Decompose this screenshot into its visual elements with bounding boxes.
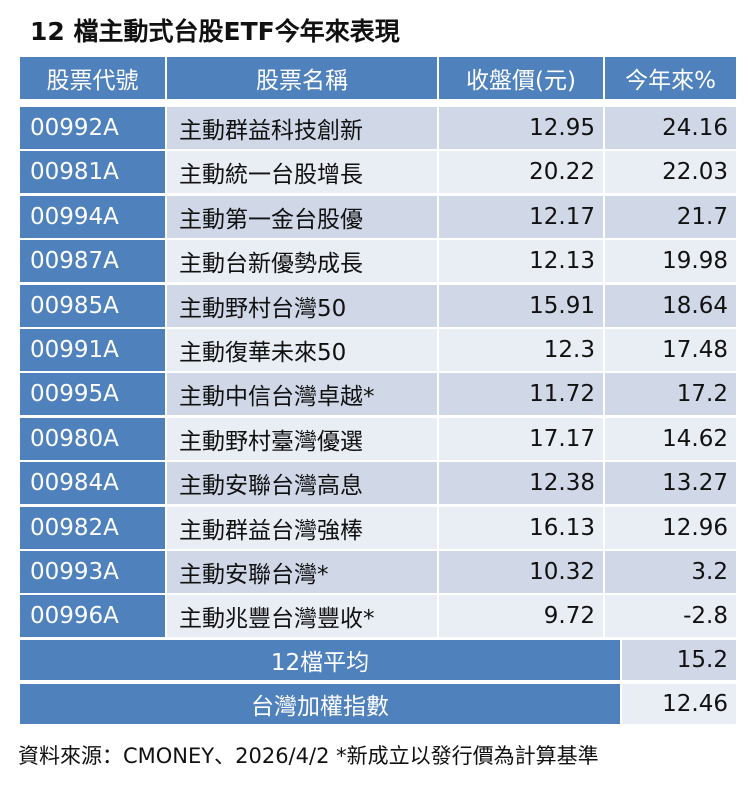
header-ytd: 今年來% — [605, 57, 736, 99]
code-cell: 00996A — [20, 595, 165, 638]
code-cell: 00994A — [20, 195, 165, 238]
ytd-cell: 21.7 — [605, 195, 736, 238]
table-row: 00993A 主動安聯台灣* 10.32 3.2 — [20, 550, 736, 593]
header-code: 股票代號 — [20, 57, 165, 99]
table-row: 00991A 主動復華未來50 12.3 17.48 — [20, 328, 736, 371]
ytd-cell: 3.2 — [605, 550, 736, 593]
code-cell: 00991A — [20, 328, 165, 371]
close-cell: 9.72 — [439, 595, 603, 638]
table-header: 股票代號 股票名稱 收盤價(元) 今年來% — [20, 57, 736, 99]
code-cell: 00992A — [20, 107, 165, 149]
table-row: 00982A 主動群益台灣強棒 16.13 12.96 — [20, 506, 736, 549]
ytd-cell: 19.98 — [605, 240, 736, 283]
table-row: 00992A 主動群益科技創新 12.95 24.16 — [20, 107, 736, 149]
close-cell: 11.72 — [439, 373, 603, 416]
table-row: 00996A 主動兆豐台灣豐收* 9.72 -2.8 — [20, 595, 736, 638]
summary-value: 12.46 — [622, 683, 736, 724]
ytd-cell: -2.8 — [605, 595, 736, 638]
name-cell: 主動第一金台股優 — [167, 195, 437, 238]
code-cell: 00985A — [20, 284, 165, 327]
summary-label: 12檔平均 — [20, 639, 620, 680]
close-cell: 17.17 — [439, 417, 603, 460]
table-row: 00994A 主動第一金台股優 12.17 21.7 — [20, 195, 736, 238]
close-cell: 10.32 — [439, 550, 603, 593]
summary-value: 15.2 — [622, 639, 736, 680]
etf-performance-table: 股票代號 股票名稱 收盤價(元) 今年來% 00992A 主動群益科技創新 12.9… — [20, 57, 736, 728]
close-cell: 12.95 — [439, 107, 603, 149]
name-cell: 主動統一台股增長 — [167, 151, 437, 194]
summary-label: 台灣加權指數 — [20, 683, 620, 724]
header-name: 股票名稱 — [167, 57, 437, 99]
summary-row-index: 台灣加權指數 12.46 — [20, 683, 736, 724]
page-title: 12 檔主動式台股ETF今年來表現 — [30, 17, 400, 46]
name-cell: 主動野村臺灣優選 — [167, 417, 437, 460]
table-row: 00981A 主動統一台股增長 20.22 22.03 — [20, 151, 736, 194]
code-cell: 00980A — [20, 417, 165, 460]
name-cell: 主動群益台灣強棒 — [167, 506, 437, 549]
code-cell: 00995A — [20, 373, 165, 416]
close-cell: 12.3 — [439, 328, 603, 371]
name-cell: 主動台新優勢成長 — [167, 240, 437, 283]
table-row: 00987A 主動台新優勢成長 12.13 19.98 — [20, 240, 736, 283]
name-cell: 主動群益科技創新 — [167, 107, 437, 149]
close-cell: 12.13 — [439, 240, 603, 283]
code-cell: 00981A — [20, 151, 165, 194]
code-cell: 00993A — [20, 550, 165, 593]
summary-row-average: 12檔平均 15.2 — [20, 639, 736, 680]
ytd-cell: 17.2 — [605, 373, 736, 416]
close-cell: 20.22 — [439, 151, 603, 194]
table-row: 00984A 主動安聯台灣高息 12.38 13.27 — [20, 462, 736, 505]
code-cell: 00982A — [20, 506, 165, 549]
header-close: 收盤價(元) — [439, 57, 603, 99]
close-cell: 12.38 — [439, 462, 603, 505]
table-row: 00985A 主動野村台灣50 15.91 18.64 — [20, 284, 736, 327]
ytd-cell: 18.64 — [605, 284, 736, 327]
code-cell: 00987A — [20, 240, 165, 283]
close-cell: 15.91 — [439, 284, 603, 327]
name-cell: 主動安聯台灣高息 — [167, 462, 437, 505]
table-row: 00980A 主動野村臺灣優選 17.17 14.62 — [20, 417, 736, 460]
ytd-cell: 17.48 — [605, 328, 736, 371]
ytd-cell: 24.16 — [605, 107, 736, 149]
close-cell: 16.13 — [439, 506, 603, 549]
ytd-cell: 22.03 — [605, 151, 736, 194]
ytd-cell: 13.27 — [605, 462, 736, 505]
ytd-cell: 12.96 — [605, 506, 736, 549]
code-cell: 00984A — [20, 462, 165, 505]
name-cell: 主動中信台灣卓越* — [167, 373, 437, 416]
name-cell: 主動復華未來50 — [167, 328, 437, 371]
name-cell: 主動安聯台灣* — [167, 550, 437, 593]
name-cell: 主動兆豐台灣豐收* — [167, 595, 437, 638]
close-cell: 12.17 — [439, 195, 603, 238]
table-row: 00995A 主動中信台灣卓越* 11.72 17.2 — [20, 373, 736, 416]
name-cell: 主動野村台灣50 — [167, 284, 437, 327]
footnote: 資料來源：CMONEY、2026/4/2 *新成立以發行價為計算基準 — [18, 744, 599, 768]
ytd-cell: 14.62 — [605, 417, 736, 460]
